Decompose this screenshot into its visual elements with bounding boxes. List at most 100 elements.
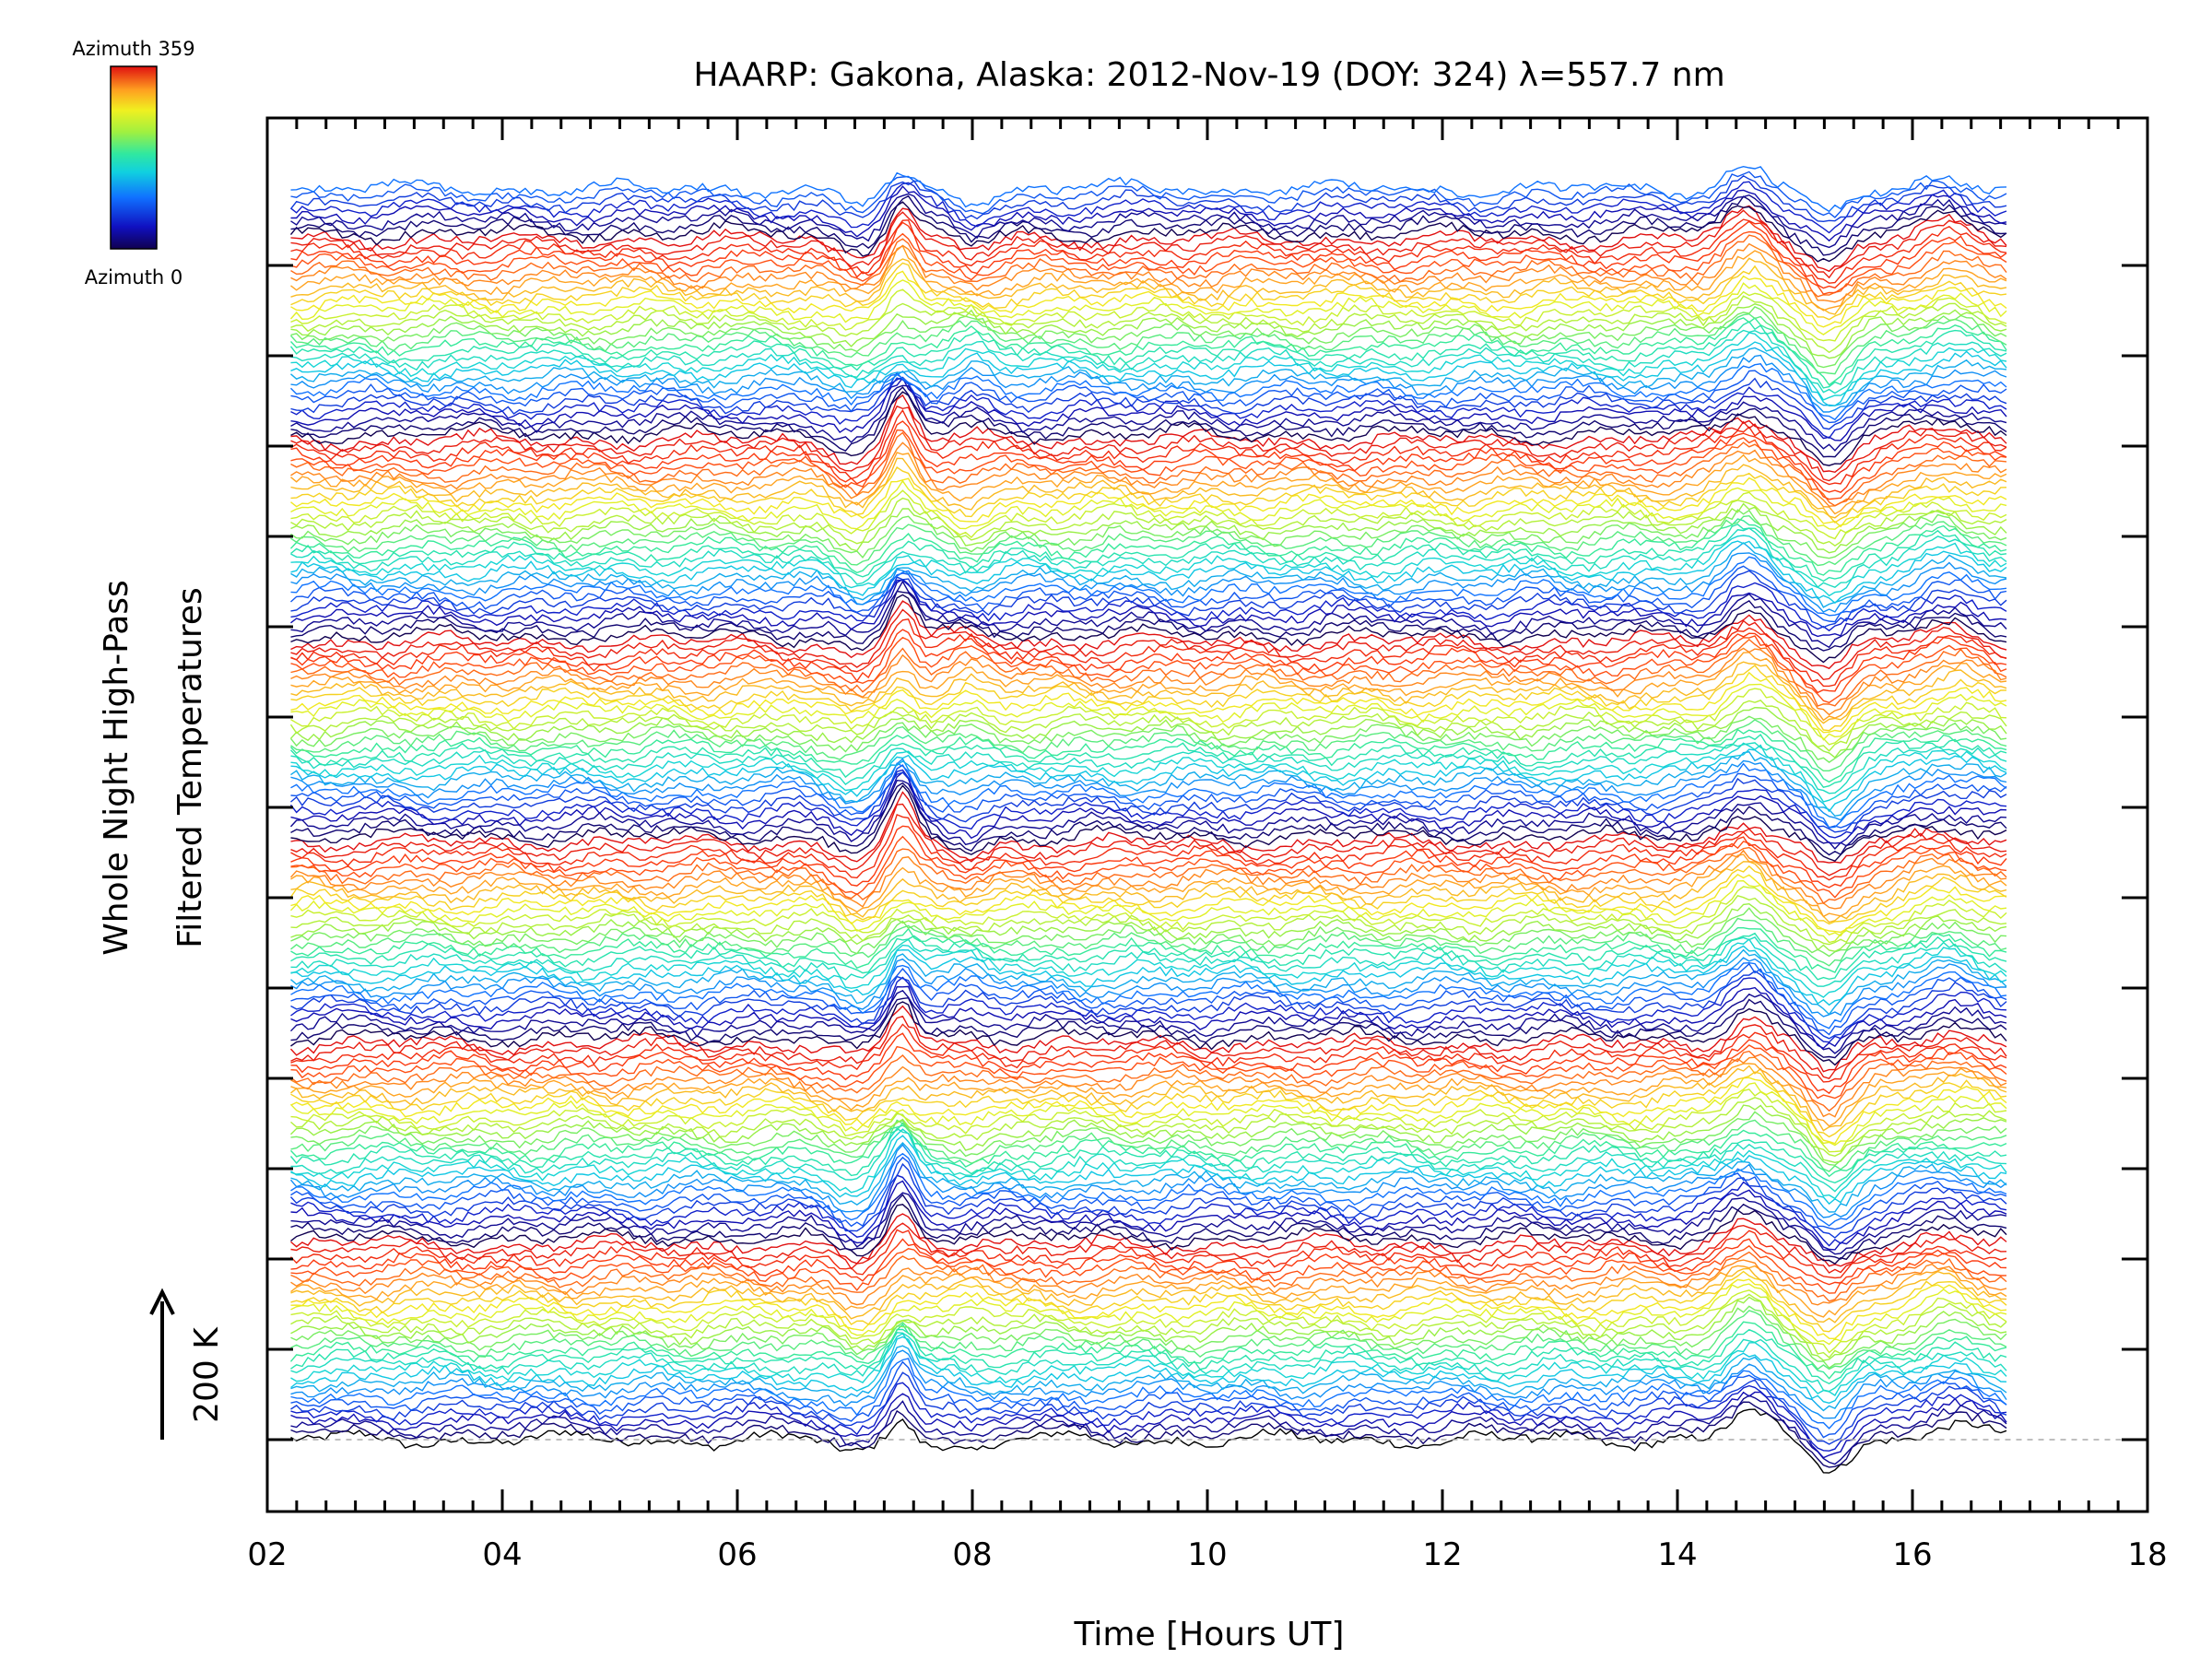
x-tick-label: 18 — [2127, 1536, 2167, 1573]
y-axis-label-line1: Whole Night High-Pass — [98, 580, 135, 956]
azimuth-trace — [290, 244, 2007, 312]
azimuth-trace — [290, 514, 2007, 567]
azimuth-trace — [290, 683, 2007, 741]
azimuth-trace — [290, 1023, 2007, 1083]
azimuth-trace — [290, 1305, 2007, 1370]
azimuth-trace — [290, 1265, 2007, 1318]
azimuth-trace — [289, 865, 2007, 925]
azimuth-trace — [290, 509, 2007, 559]
azimuth-trace — [290, 376, 2007, 440]
azimuth-trace — [290, 629, 2007, 694]
azimuth-trace — [290, 234, 2007, 298]
x-axis-label: Time [Hours UT] — [1074, 1616, 1345, 1653]
scale-arrow-head — [149, 1288, 175, 1315]
azimuth-trace — [290, 957, 2006, 1018]
azimuth-trace — [290, 671, 2007, 734]
azimuth-trace — [290, 570, 2007, 629]
azimuth-trace — [290, 171, 2007, 218]
azimuth-trace — [289, 1005, 2007, 1073]
azimuth-trace — [290, 578, 2007, 638]
azimuth-trace — [290, 902, 2007, 952]
chart-title: HAARP: Gakona, Alaska: 2012-Nov-19 (DOY:… — [693, 56, 1724, 94]
azimuth-trace — [290, 782, 2007, 856]
azimuth-trace — [290, 638, 2007, 707]
colorbar-bottom-label: Azimuth 0 — [85, 266, 183, 288]
azimuth-trace — [290, 306, 2007, 369]
azimuth-trace — [289, 174, 2007, 223]
colorbar-gradient — [110, 65, 158, 250]
azimuth-trace — [290, 762, 2007, 829]
azimuth-trace — [289, 201, 2007, 263]
azimuth-trace — [290, 665, 2007, 732]
azimuth-trace — [290, 1283, 2007, 1346]
azimuth-trace — [290, 354, 2007, 413]
azimuth-trace — [290, 1371, 2007, 1445]
azimuth-trace — [290, 846, 2007, 904]
azimuth-trace — [290, 205, 2007, 273]
azimuth-trace — [290, 552, 2007, 613]
azimuth-trace — [290, 431, 2007, 507]
azimuth-trace — [289, 733, 2007, 788]
azimuth-trace — [290, 661, 2007, 724]
azimuth-trace — [290, 218, 2007, 284]
azimuth-trace — [290, 329, 2007, 394]
azimuth-trace — [290, 1401, 2007, 1468]
azimuth-trace — [290, 970, 2007, 1040]
azimuth-trace — [290, 1071, 2007, 1138]
azimuth-trace — [290, 647, 2007, 716]
azimuth-trace — [290, 377, 2007, 430]
azimuth-trace — [289, 1122, 2007, 1184]
azimuth-trace — [290, 1056, 2007, 1118]
azimuth-trace — [290, 748, 2007, 813]
y-axis-ticks — [267, 264, 2147, 1441]
azimuth-trace — [290, 270, 2007, 328]
azimuth-trace — [290, 932, 2007, 981]
azimuth-trace — [290, 370, 2007, 424]
azimuth-trace — [289, 1229, 2007, 1279]
azimuth-trace — [290, 1128, 2007, 1200]
azimuth-trace — [290, 1088, 2007, 1153]
azimuth-trace — [290, 257, 2007, 315]
azimuth-trace — [290, 1244, 2007, 1294]
azimuth-trace — [290, 193, 2007, 249]
azimuth-trace — [290, 1180, 2007, 1251]
azimuth-trace — [290, 1238, 2007, 1286]
azimuth-trace — [290, 600, 2007, 670]
azimuth-trace — [290, 185, 2007, 242]
azimuth-trace — [290, 1289, 2007, 1354]
azimuth-trace — [290, 996, 2007, 1059]
azimuth-trace — [290, 579, 2007, 632]
azimuth-trace — [290, 341, 2007, 407]
azimuth-trace — [289, 1082, 2007, 1147]
azimuth-trace — [290, 376, 2007, 441]
azimuth-trace — [290, 635, 2007, 704]
azimuth-trace — [290, 477, 2007, 528]
azimuth-trace — [290, 489, 2007, 540]
azimuth-trace — [290, 384, 2007, 452]
colorbar: Azimuth 359 Azimuth 0 — [72, 38, 194, 288]
azimuth-trace — [290, 784, 2007, 863]
azimuth-trace — [290, 288, 2007, 342]
x-tick-label: 14 — [1657, 1536, 1697, 1573]
azimuth-trace — [289, 1144, 2007, 1218]
azimuth-trace — [290, 594, 2007, 664]
x-tick-label: 10 — [1187, 1536, 1227, 1573]
azimuth-trace — [290, 535, 2007, 597]
azimuth-trace — [289, 989, 2007, 1054]
azimuth-trace — [290, 976, 2007, 1043]
azimuth-trace — [290, 771, 2007, 844]
azimuth-trace — [290, 962, 2007, 1036]
azimuth-trace — [290, 835, 2007, 899]
azimuth-trace — [290, 194, 2007, 256]
azimuth-trace — [290, 497, 2007, 547]
azimuth-trace — [289, 699, 2007, 752]
azimuth-trace — [290, 652, 2007, 722]
azimuth-trace — [290, 457, 2007, 519]
azimuth-trace — [290, 771, 2007, 833]
colorbar-top-label: Azimuth 359 — [72, 38, 194, 60]
azimuth-trace — [290, 1267, 2007, 1324]
azimuth-trace — [290, 1104, 2007, 1164]
azimuth-trace — [290, 1204, 2007, 1265]
azimuth-trace — [290, 1360, 2007, 1439]
x-tick-label: 06 — [717, 1536, 757, 1573]
